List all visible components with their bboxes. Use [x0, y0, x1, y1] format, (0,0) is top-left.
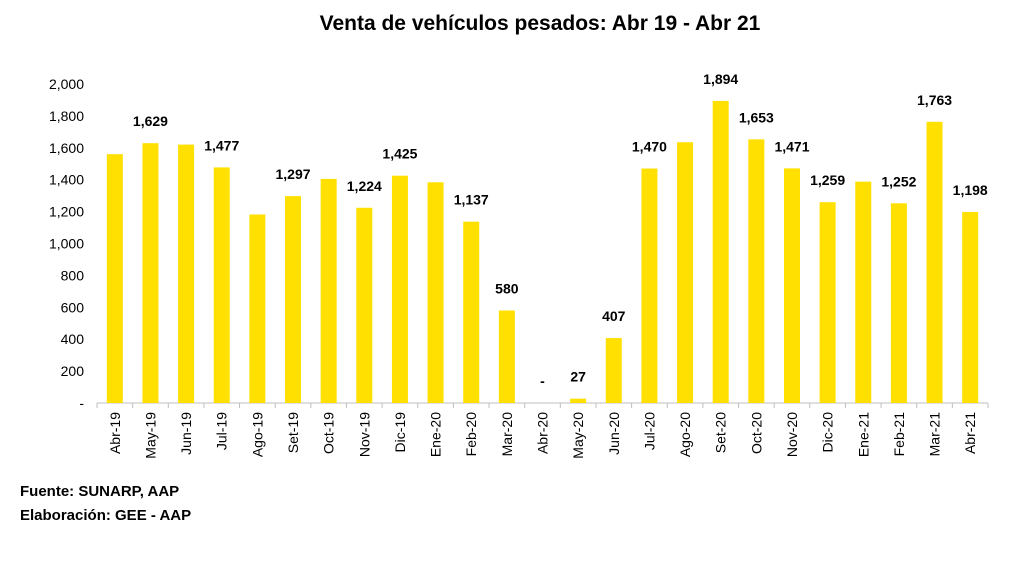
x-tick-label: Set-20	[713, 412, 729, 453]
y-tick-label: 2,000	[49, 76, 84, 92]
y-tick-label: 1,000	[49, 236, 84, 252]
x-tick-label: Feb-21	[891, 412, 907, 457]
x-tick-label: Mar-21	[927, 412, 943, 457]
bar	[605, 338, 622, 403]
x-tick-label: Ene-20	[428, 412, 444, 457]
y-tick-label: 1,800	[49, 108, 84, 124]
data-label: 1,425	[382, 146, 417, 162]
y-tick-label: -	[79, 395, 84, 411]
bar	[641, 168, 658, 403]
y-tick-label: 1,400	[49, 172, 84, 188]
x-tick-label: Abr-20	[535, 412, 551, 454]
x-tick-label: May-20	[570, 412, 586, 459]
bar	[570, 398, 587, 403]
bar	[427, 182, 444, 403]
x-tick-label: Oct-20	[748, 412, 764, 454]
bar	[356, 207, 373, 403]
data-label: 1,629	[133, 113, 168, 129]
bar	[819, 202, 836, 403]
data-label: 1,763	[917, 92, 952, 108]
source-note: Fuente: SUNARP, AAP	[20, 483, 180, 500]
bar	[783, 168, 800, 403]
bars	[106, 100, 979, 404]
data-label: 1,252	[881, 173, 916, 189]
bar	[498, 310, 515, 403]
x-tick-label: Mar-20	[499, 412, 515, 457]
bar	[890, 203, 907, 403]
bar	[320, 178, 337, 403]
bar	[677, 142, 694, 403]
x-tick-label: Ago-20	[677, 412, 693, 457]
data-label: 1,653	[739, 109, 774, 125]
x-tick-label: Jun-19	[178, 412, 194, 455]
bar	[855, 181, 872, 403]
bar	[926, 121, 943, 403]
bar	[106, 154, 123, 403]
bar	[142, 143, 159, 403]
x-tick-label: Jun-20	[606, 412, 622, 455]
x-tick-label: May-19	[142, 412, 158, 459]
y-axis: - 200 400 600 800 1,000 1,200 1,400 1,600 1,800 2,…	[49, 76, 84, 411]
bar	[213, 167, 230, 403]
y-tick-label: 800	[61, 267, 85, 283]
bar	[249, 214, 266, 403]
x-tick-label: Jul-20	[641, 412, 657, 450]
x-tick-label: Ago-19	[249, 412, 265, 457]
data-label: 1,471	[774, 138, 809, 154]
data-label: 1,137	[454, 192, 489, 208]
bar	[962, 211, 979, 403]
x-tick-label: Set-19	[285, 412, 301, 453]
credit-note: Elaboración: GEE - AAP	[20, 507, 192, 524]
bar	[391, 175, 408, 403]
data-label: 1,297	[275, 166, 310, 182]
x-tick-label: Jul-19	[214, 412, 230, 450]
x-tick-label: Dic-20	[820, 412, 836, 453]
x-axis: Abr-19 May-19 Jun-19 Jul-19 Ago-19 Set-19 Oct-…	[96, 402, 989, 459]
bar	[712, 100, 729, 404]
x-tick-label: Oct-19	[321, 412, 337, 454]
bar	[178, 144, 195, 404]
x-tick-label: Nov-19	[356, 412, 372, 457]
x-tick-label: Feb-20	[463, 412, 479, 457]
chart-title: Venta de vehículos pesados: Abr 19 - Abr…	[320, 12, 761, 35]
data-label: 580	[495, 280, 519, 296]
data-label: -	[540, 373, 545, 389]
data-label: 1,470	[632, 139, 667, 155]
data-label: 1,224	[347, 178, 382, 194]
bar	[285, 196, 302, 403]
x-tick-label: Ene-21	[855, 412, 871, 457]
data-label: 1,477	[204, 137, 239, 153]
y-tick-label: 200	[61, 363, 85, 379]
bar	[748, 139, 765, 403]
data-label: 1,198	[953, 182, 988, 198]
y-tick-label: 400	[61, 331, 85, 347]
y-tick-label: 1,200	[49, 204, 84, 220]
data-label: 1,894	[703, 71, 738, 87]
data-label: 27	[570, 369, 586, 385]
y-tick-label: 1,600	[49, 140, 84, 156]
bar	[463, 221, 480, 403]
x-tick-label: Dic-19	[392, 412, 408, 453]
data-label: 407	[602, 308, 626, 324]
y-tick-label: 600	[61, 299, 85, 315]
x-tick-label: Abr-21	[962, 412, 978, 454]
x-tick-label: Abr-19	[107, 412, 123, 454]
x-tick-label: Nov-20	[784, 412, 800, 457]
data-label: 1,259	[810, 172, 845, 188]
